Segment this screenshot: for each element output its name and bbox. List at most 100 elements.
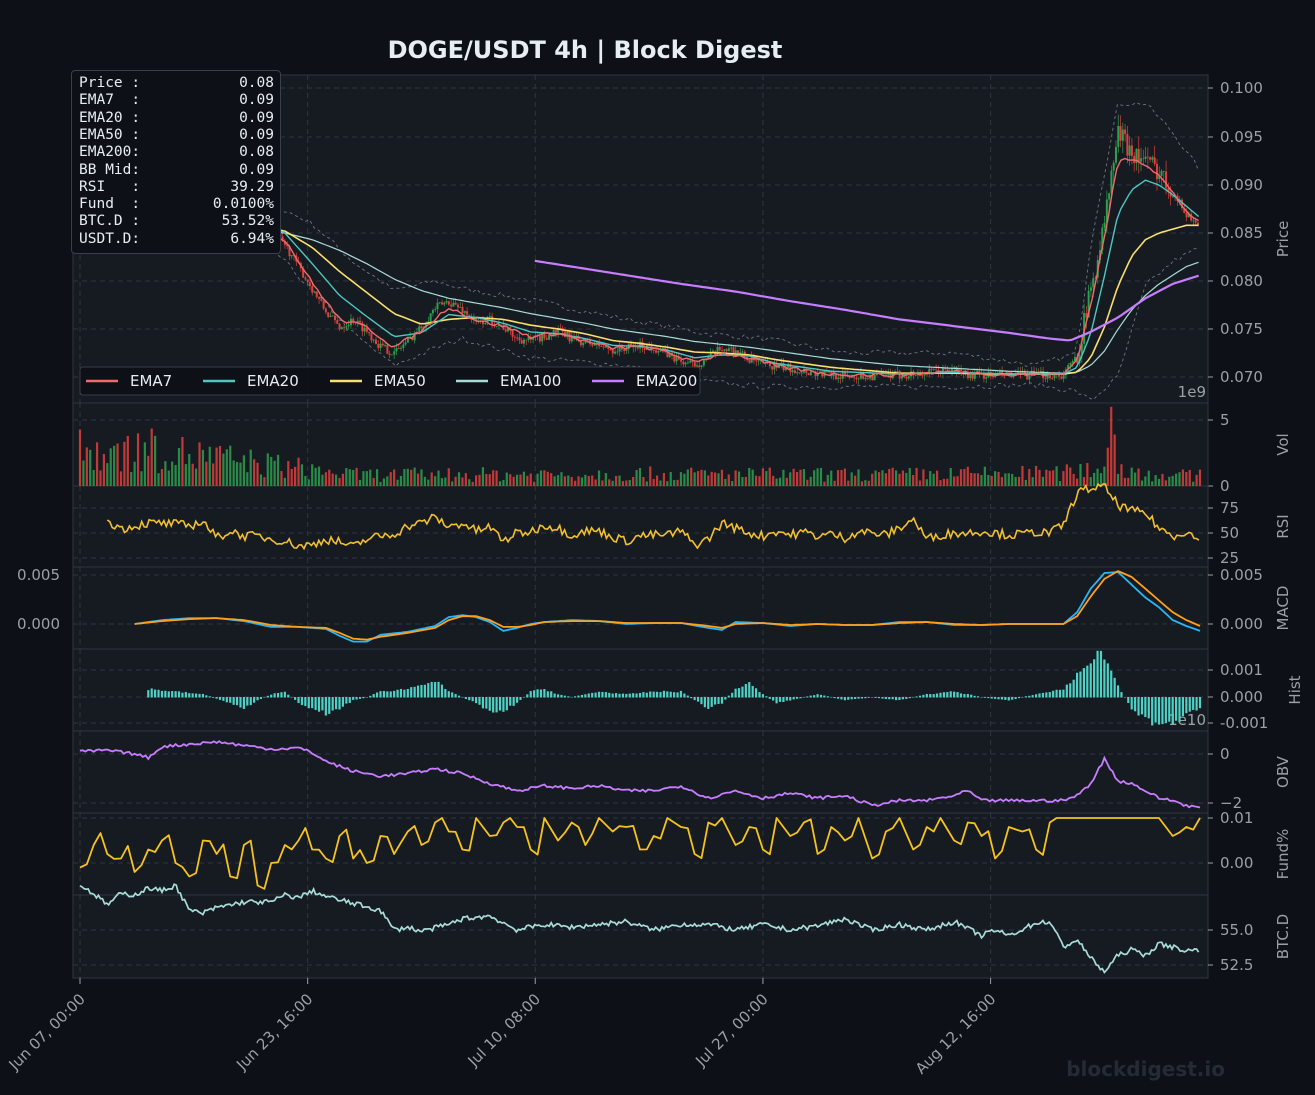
- volume-bar: [208, 446, 211, 486]
- candle-body: [730, 347, 733, 349]
- histogram-bar: [485, 697, 488, 709]
- volume-bar: [300, 464, 304, 486]
- histogram-bar: [1048, 692, 1051, 698]
- histogram-bar: [1038, 693, 1041, 698]
- candle-body: [1060, 376, 1063, 379]
- volume-bar: [471, 481, 474, 486]
- histogram-bar: [1089, 663, 1092, 698]
- histogram-bar: [1140, 697, 1144, 715]
- histogram-bar: [399, 688, 403, 698]
- histogram-bar: [225, 697, 228, 703]
- histogram-bar: [891, 697, 894, 700]
- histogram-bar: [259, 697, 263, 699]
- volume-bar: [850, 472, 853, 486]
- histogram-bar: [276, 692, 280, 698]
- histogram-bar: [314, 697, 317, 710]
- info-label: EMA7 :: [79, 92, 141, 109]
- info-row: EMA20 : 0.09: [79, 110, 274, 127]
- histogram-bar: [628, 693, 631, 698]
- candle-body: [522, 339, 525, 344]
- histogram-bar: [956, 692, 959, 698]
- histogram-bar: [154, 689, 157, 698]
- panel-fund: [72, 812, 1209, 896]
- volume-bar: [1014, 476, 1017, 486]
- histogram-bar: [1096, 650, 1099, 698]
- info-row: EMA200: 0.08: [79, 144, 274, 161]
- y-tick-label: 0.090: [1220, 176, 1263, 194]
- candle-body: [1140, 158, 1143, 162]
- volume-bar: [618, 475, 621, 486]
- y-tick-label: 0: [1220, 745, 1230, 763]
- volume-bar: [1116, 473, 1120, 486]
- volume-bar: [854, 475, 857, 486]
- volume-bar: [498, 481, 502, 486]
- candle-body: [828, 371, 831, 373]
- series-funding: [79, 817, 1201, 890]
- info-box: Price : 0.08 EMA7 : 0.09 EMA20 : 0.09 EMA50 : 0…: [71, 70, 281, 254]
- candle-body: [607, 345, 610, 349]
- volume-bar: [1089, 477, 1092, 486]
- volume-bar: [864, 480, 867, 486]
- candle-body: [386, 345, 389, 354]
- candle-body: [796, 372, 799, 374]
- candle-body: [960, 369, 963, 372]
- volume-bar: [167, 470, 170, 486]
- histogram-bar: [1082, 668, 1086, 698]
- volume-bar: [92, 469, 95, 486]
- y-tick-label: 0.01: [1220, 809, 1253, 827]
- volume-bar: [1178, 472, 1181, 486]
- volume-bar: [836, 470, 840, 486]
- y-axis-label: Fund%: [1274, 829, 1292, 880]
- candle-body: [548, 335, 551, 340]
- volume-bar: [505, 472, 508, 486]
- volume-bar: [116, 443, 119, 486]
- histogram-bar: [266, 695, 269, 698]
- candle-body: [538, 335, 541, 342]
- histogram-bar: [929, 694, 932, 698]
- candle-body: [379, 343, 382, 348]
- volume-bar: [287, 461, 290, 486]
- candle-body: [1151, 157, 1154, 160]
- volume-bar: [502, 479, 505, 486]
- histogram-bar: [898, 697, 901, 701]
- candle-body: [543, 333, 546, 339]
- volume-bar: [625, 480, 628, 486]
- candle-body: [356, 320, 359, 324]
- candle-body: [331, 315, 334, 317]
- volume-bar: [871, 473, 874, 486]
- candle-body: [682, 361, 685, 365]
- candle-body: [365, 327, 368, 332]
- histogram-bar: [546, 691, 549, 698]
- volume-bar: [270, 456, 273, 486]
- histogram-bar: [1052, 690, 1055, 698]
- histogram-bar: [830, 697, 833, 698]
- histogram-bar: [806, 696, 809, 698]
- volume-bar: [792, 468, 795, 486]
- histogram-bar: [1185, 697, 1188, 714]
- volume-bar: [635, 470, 638, 486]
- histogram-bar: [246, 697, 249, 706]
- histogram-bar: [782, 697, 785, 703]
- histogram-bar: [362, 697, 365, 699]
- candle-body: [625, 349, 628, 351]
- candle-body: [447, 301, 450, 305]
- volume-bar: [751, 469, 754, 486]
- candle-body: [900, 376, 903, 379]
- volume-bar: [1007, 473, 1010, 486]
- histogram-bar: [987, 697, 990, 699]
- volume-bar: [89, 449, 92, 486]
- candle-body: [1058, 373, 1061, 377]
- histogram-bar: [1031, 695, 1034, 698]
- candle-body: [438, 302, 441, 304]
- candle-body: [716, 346, 719, 355]
- histogram-bar: [676, 692, 679, 698]
- info-label: USDT.D:: [79, 230, 141, 247]
- volume-bar: [1147, 470, 1150, 486]
- volume-bar: [109, 448, 112, 486]
- volume-bar: [782, 469, 785, 486]
- volume-bar: [604, 473, 607, 486]
- volume-bar: [355, 467, 358, 486]
- candle-body: [482, 320, 485, 325]
- histogram-bar: [925, 693, 928, 698]
- panel-rsi: [72, 485, 1209, 568]
